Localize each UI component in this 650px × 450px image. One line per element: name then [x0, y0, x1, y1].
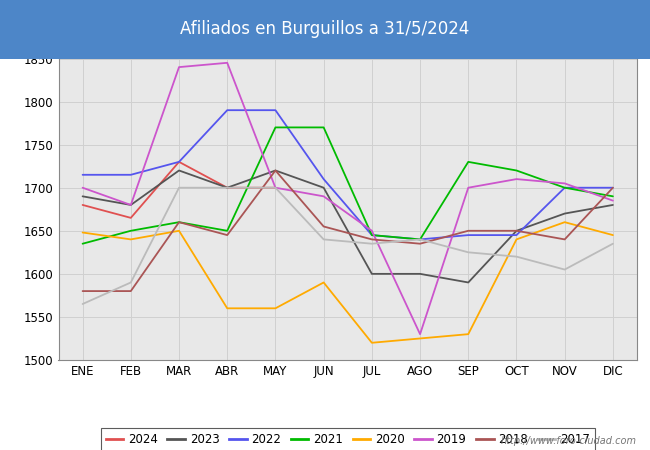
Text: Afiliados en Burguillos a 31/5/2024: Afiliados en Burguillos a 31/5/2024 — [180, 20, 470, 38]
Text: http://www.foro-ciudad.com: http://www.foro-ciudad.com — [501, 436, 637, 446]
Legend: 2024, 2023, 2022, 2021, 2020, 2019, 2018, 2017: 2024, 2023, 2022, 2021, 2020, 2019, 2018… — [101, 428, 595, 450]
